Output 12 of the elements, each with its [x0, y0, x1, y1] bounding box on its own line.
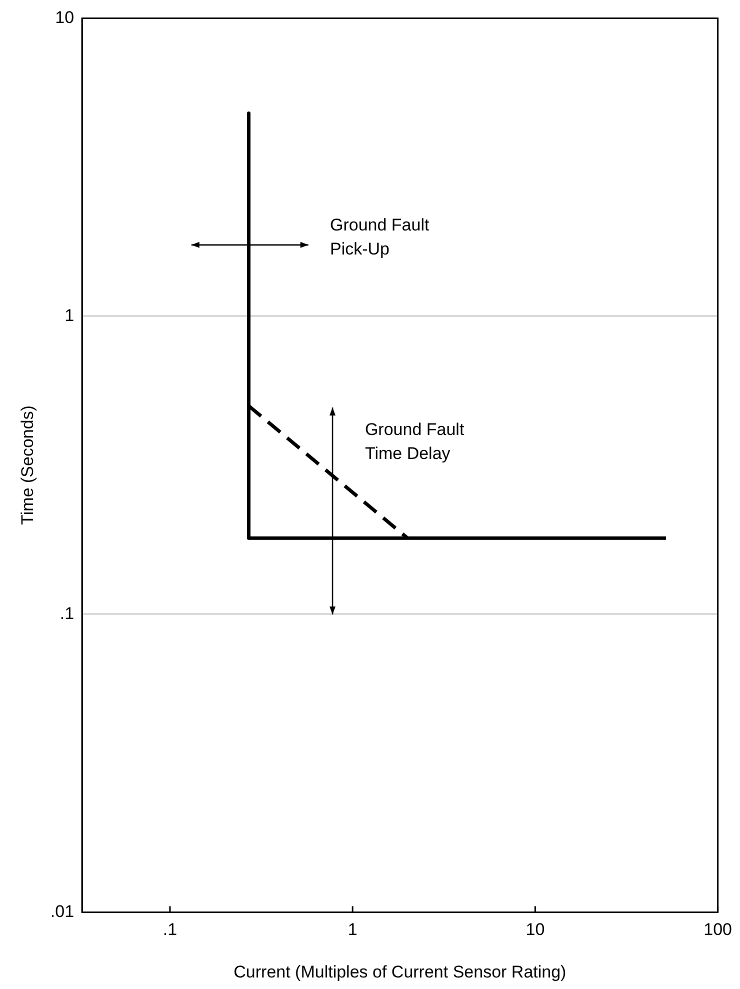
x-axis-title: Current (Multiples of Current Sensor Rating)	[234, 962, 566, 982]
x-tick-label: 10	[526, 920, 545, 940]
y-tick-label: .1	[60, 604, 74, 623]
annotation: Ground Fault Time Delay	[364, 420, 464, 464]
x-tick-label: 100	[704, 920, 732, 940]
y-tick-label: 10	[55, 8, 74, 27]
y-tick-label: .01	[50, 902, 74, 921]
y-axis-title: Time (Seconds)	[18, 406, 37, 525]
annotation: Ground Fault Pick-Up	[330, 215, 430, 258]
x-tick-label: .1	[162, 920, 178, 940]
x-tick-label: 1	[348, 920, 358, 940]
y-tick-label: 1	[64, 306, 74, 325]
